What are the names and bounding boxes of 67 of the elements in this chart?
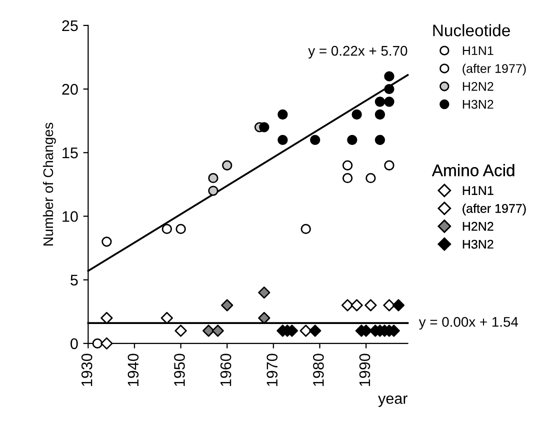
point (212, 324, 224, 337)
y-tick-label: 10 (62, 211, 78, 222)
point (366, 172, 376, 184)
point (300, 224, 311, 234)
y-tick-label: 25 (62, 20, 78, 32)
point (383, 299, 396, 312)
point (278, 109, 288, 120)
legend-label: H1N1 (462, 46, 494, 55)
legend-label: (after 1977) (462, 64, 526, 76)
point (350, 299, 363, 312)
point (374, 109, 386, 120)
legend-label: H3N2 (462, 100, 494, 109)
x-tick-label: 1980 (313, 354, 324, 386)
point (392, 299, 405, 312)
y-axis-title: Number of Changes (42, 122, 56, 246)
x-tick-label: 1940 (128, 354, 139, 386)
point (384, 84, 394, 94)
point (174, 324, 187, 337)
point (342, 160, 353, 170)
point (374, 96, 386, 107)
point (258, 312, 270, 324)
legend-label: H2N2 (462, 82, 494, 91)
x-tick-label: 1950 (174, 354, 185, 386)
legend-label: H2N2 (462, 222, 494, 231)
point (309, 324, 322, 337)
point (208, 186, 218, 196)
point (374, 134, 386, 146)
point (176, 224, 186, 234)
point (384, 160, 394, 170)
point (208, 172, 218, 184)
legend-title: Nucleotide (433, 24, 510, 36)
point (341, 299, 354, 312)
legend-label: (after 1977) (462, 204, 526, 216)
point (259, 122, 270, 132)
point (342, 172, 353, 184)
x-tick-label: 1960 (220, 354, 232, 386)
annotation: y = 0.00x + 1.54 (418, 316, 518, 330)
x-tick-label: 1970 (266, 354, 278, 386)
y-tick-label: 15 (62, 148, 78, 158)
x-axis-title: year (378, 396, 408, 407)
point (384, 96, 394, 107)
annotation: y = 0.22x + 5.70 (308, 46, 408, 58)
point (352, 109, 362, 120)
y-tick-label: 20 (62, 84, 78, 95)
legend-label: H3N2 (462, 240, 494, 249)
point (222, 160, 232, 170)
point (310, 134, 320, 146)
point (221, 299, 234, 312)
point (100, 337, 113, 350)
text: Amino Acid (432, 164, 514, 176)
point (258, 286, 270, 299)
point (100, 312, 113, 324)
point (162, 224, 172, 234)
point (347, 134, 358, 146)
point (364, 299, 377, 312)
point (384, 71, 394, 82)
point (300, 324, 312, 337)
y-tick-label: 0 (70, 338, 78, 350)
point (160, 312, 173, 324)
point (102, 236, 112, 247)
point (278, 134, 288, 146)
point (92, 338, 103, 349)
y-tick-label: 5 (70, 274, 78, 286)
x-tick-label: 1930 (81, 354, 92, 386)
point (202, 324, 215, 337)
x-tick-label: 1990 (359, 354, 370, 386)
legend-label: H1N1 (462, 186, 494, 195)
